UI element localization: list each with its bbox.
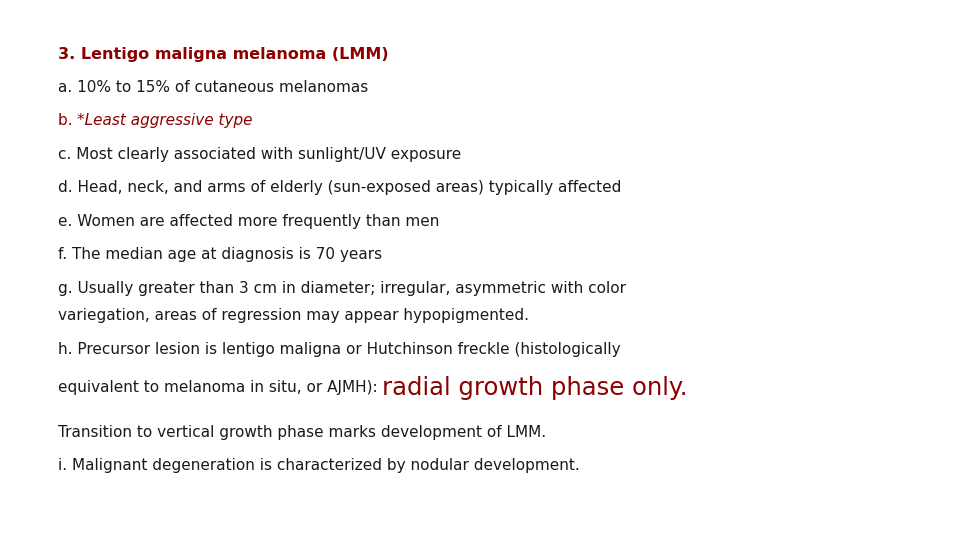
Text: equivalent to melanoma in situ, or AJMH):: equivalent to melanoma in situ, or AJMH)…: [58, 380, 382, 395]
Text: *Least aggressive type: *Least aggressive type: [77, 113, 252, 129]
Text: e. Women are affected more frequently than men: e. Women are affected more frequently th…: [58, 214, 439, 229]
Text: b.: b.: [58, 113, 77, 129]
Text: f. The median age at diagnosis is 70 years: f. The median age at diagnosis is 70 yea…: [58, 247, 382, 262]
Text: radial growth phase only.: radial growth phase only.: [382, 376, 687, 400]
Text: c. Most clearly associated with sunlight/UV exposure: c. Most clearly associated with sunlight…: [58, 147, 461, 162]
Text: a. 10% to 15% of cutaneous melanomas: a. 10% to 15% of cutaneous melanomas: [58, 80, 368, 95]
Text: d. Head, neck, and arms of elderly (sun-exposed areas) typically affected: d. Head, neck, and arms of elderly (sun-…: [58, 180, 621, 195]
Text: 3. Lentigo maligna melanoma (LMM): 3. Lentigo maligna melanoma (LMM): [58, 46, 388, 62]
Text: Transition to vertical growth phase marks development of LMM.: Transition to vertical growth phase mark…: [58, 424, 545, 440]
Text: variegation, areas of regression may appear hypopigmented.: variegation, areas of regression may app…: [58, 308, 529, 323]
Text: h. Precursor lesion is lentigo maligna or Hutchinson freckle (histologically: h. Precursor lesion is lentigo maligna o…: [58, 342, 620, 357]
Text: i. Malignant degeneration is characterized by nodular development.: i. Malignant degeneration is characteriz…: [58, 458, 579, 473]
Text: g. Usually greater than 3 cm in diameter; irregular, asymmetric with color: g. Usually greater than 3 cm in diameter…: [58, 281, 626, 296]
